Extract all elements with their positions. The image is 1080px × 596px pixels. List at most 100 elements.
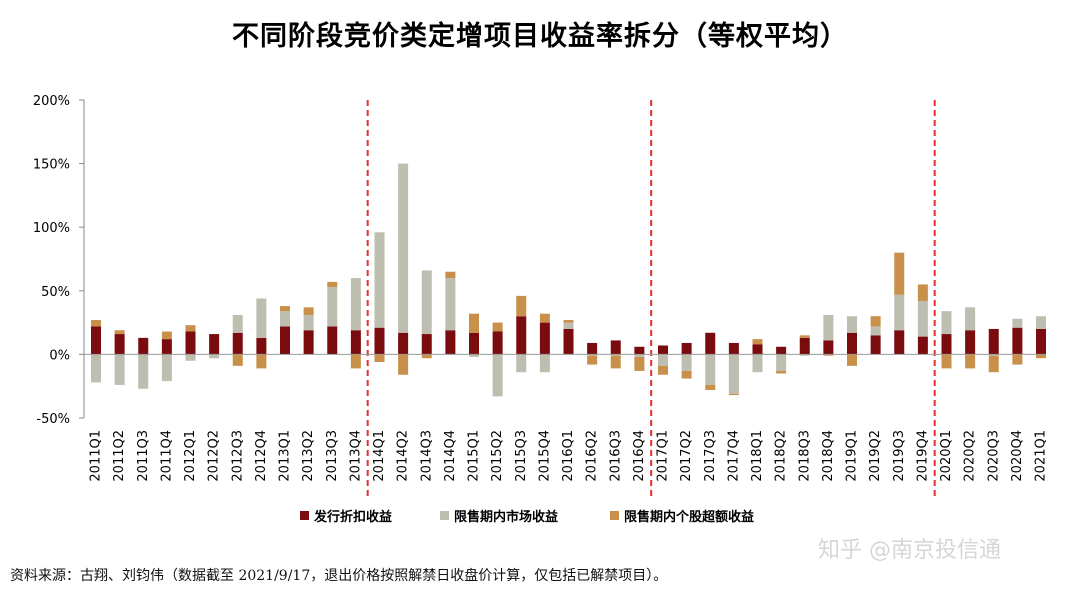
bar-2012Q2-s2 <box>209 354 220 359</box>
bar-2017Q4-s2 <box>728 354 739 394</box>
bars <box>91 163 1046 397</box>
x-tick-label: 2018Q3 <box>797 430 812 482</box>
bar-2017Q2-s2 <box>681 354 692 371</box>
bar-2019Q3-s3 <box>894 252 905 295</box>
x-tick-label: 2012Q3 <box>230 430 245 482</box>
bar-2014Q4-s3 <box>445 271 456 279</box>
bar-2016Q4-s1 <box>634 346 645 355</box>
bar-2020Q4-s3 <box>1012 354 1023 365</box>
bar-2012Q4-s2 <box>256 298 267 338</box>
bar-2017Q1-s3 <box>658 365 668 375</box>
bar-2014Q3-s3 <box>421 354 432 359</box>
bar-2020Q3-s1 <box>988 328 999 355</box>
bar-2016Q4-s3 <box>634 356 645 371</box>
bar-2019Q1-s1 <box>847 332 857 355</box>
bar-2012Q1-s3 <box>185 325 196 332</box>
bar-2020Q3-s2 <box>988 354 999 356</box>
bar-2013Q4-s1 <box>350 330 361 355</box>
bar-2019Q2-s3 <box>870 316 881 327</box>
y-tick-label: 100% <box>33 221 70 236</box>
x-tick-label: 2020Q1 <box>939 430 954 482</box>
x-tick-label: 2017Q4 <box>726 430 741 482</box>
bar-2018Q2-s3 <box>776 370 787 374</box>
bar-2012Q2-s1 <box>209 334 220 355</box>
bar-2019Q3-s2 <box>894 294 905 331</box>
bar-2013Q4-s3 <box>350 354 361 369</box>
bar-2012Q3-s1 <box>232 332 243 355</box>
bar-2013Q2-s1 <box>303 330 314 355</box>
x-tick-label: 2013Q1 <box>278 430 293 482</box>
bar-2013Q1-s1 <box>280 326 290 355</box>
x-tick-label: 2013Q4 <box>348 430 363 482</box>
x-tick-label: 2016Q1 <box>561 430 576 482</box>
bar-2015Q2-s3 <box>492 322 503 332</box>
period-dividers <box>366 100 936 496</box>
x-tick-label: 2011Q3 <box>136 430 151 482</box>
x-tick-label: 2013Q3 <box>325 430 340 482</box>
x-tick-label: 2011Q4 <box>159 430 174 482</box>
bar-2014Q3-s2 <box>421 270 432 335</box>
bar-2011Q2-s1 <box>114 334 125 355</box>
bar-2020Q2-s2 <box>965 307 976 331</box>
bar-2018Q1-s1 <box>752 344 763 355</box>
x-tick-label: 2020Q4 <box>1010 430 1025 482</box>
bar-2015Q3-s3 <box>516 295 527 317</box>
bar-2017Q2-s1 <box>681 342 692 355</box>
bar-2011Q3-s1 <box>138 337 149 355</box>
x-tick-label: 2021Q1 <box>1034 430 1049 482</box>
x-tick-label: 2011Q2 <box>112 430 127 482</box>
bar-2018Q4-s3 <box>823 354 834 356</box>
x-tick-label: 2012Q1 <box>183 430 198 482</box>
bar-2015Q3-s1 <box>516 316 527 355</box>
x-tick-label: 2013Q2 <box>301 430 316 482</box>
legend-label: 限售期内个股超额收益 <box>624 509 754 525</box>
bar-2011Q1-s3 <box>91 320 101 327</box>
x-tick-label: 2015Q3 <box>514 430 529 482</box>
bar-2012Q4-s1 <box>256 337 267 355</box>
bar-2011Q1-s2 <box>91 354 101 383</box>
y-tick-label: 50% <box>41 285 70 300</box>
bar-2019Q3-s1 <box>894 330 905 355</box>
x-tick-label: 2015Q4 <box>537 430 552 482</box>
x-tick-label: 2018Q2 <box>774 430 789 482</box>
bar-2015Q3-s2 <box>516 354 527 373</box>
bar-2012Q3-s3 <box>232 354 243 366</box>
bar-2011Q1-s1 <box>91 326 101 355</box>
bar-2018Q4-s1 <box>823 340 834 355</box>
x-tick-label: 2014Q3 <box>419 430 434 482</box>
bar-2012Q1-s2 <box>185 354 196 361</box>
chart-title: 不同阶段竞价类定增项目收益率拆分（等权平均） <box>232 21 848 52</box>
bar-2017Q3-s1 <box>705 332 716 355</box>
legend-label: 限售期内市场收益 <box>454 509 558 525</box>
bar-2019Q1-s2 <box>847 316 857 333</box>
x-tick-label: 2014Q2 <box>396 430 411 482</box>
x-tick-label: 2019Q1 <box>845 430 860 482</box>
bar-2011Q3-s2 <box>138 354 149 389</box>
bar-2019Q4-s3 <box>917 284 928 301</box>
bar-2015Q4-s3 <box>539 313 550 323</box>
bar-2014Q3-s1 <box>421 334 432 355</box>
bar-2012Q4-s3 <box>256 354 267 369</box>
bar-2019Q1-s3 <box>847 354 857 366</box>
x-tick-label: 2019Q2 <box>868 430 883 482</box>
x-tick-label: 2019Q4 <box>915 430 930 482</box>
bar-2014Q2-s2 <box>398 163 409 333</box>
bar-2011Q2-s3 <box>114 330 125 335</box>
bar-2021Q1-s1 <box>1036 328 1046 355</box>
x-tick-label: 2017Q3 <box>703 430 718 482</box>
x-tick-label: 2015Q2 <box>490 430 505 482</box>
bar-2018Q3-s2 <box>799 354 810 356</box>
legend-swatch <box>610 511 619 520</box>
bar-2014Q2-s1 <box>398 332 409 355</box>
x-tick-label: 2017Q2 <box>679 430 694 482</box>
bar-2020Q1-s2 <box>941 311 952 335</box>
x-tick-label: 2018Q1 <box>750 430 765 482</box>
bar-2017Q3-s3 <box>705 384 716 391</box>
bar-2014Q4-s2 <box>445 278 456 331</box>
bar-2016Q2-s3 <box>587 355 598 365</box>
bar-2020Q1-s1 <box>941 334 952 355</box>
y-tick-label: 200% <box>33 94 70 109</box>
bar-2017Q4-s1 <box>728 342 739 355</box>
bar-2018Q3-s3 <box>799 335 810 338</box>
